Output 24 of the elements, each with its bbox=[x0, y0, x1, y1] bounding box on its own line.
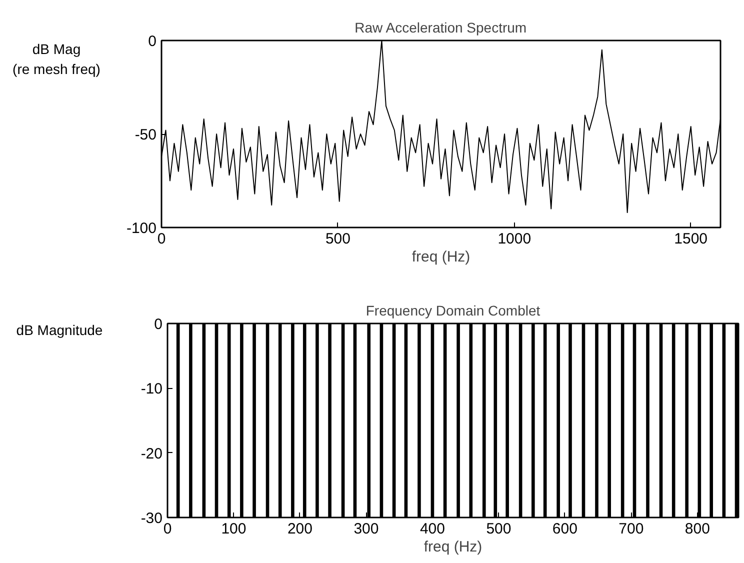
x-tick-label: 500 bbox=[325, 230, 350, 248]
y-tick-label: 0 bbox=[148, 33, 156, 50]
x-tick-label: 1000 bbox=[498, 230, 532, 248]
x-tick-label: 1500 bbox=[674, 230, 708, 248]
y-tick-label: -10 bbox=[140, 380, 163, 398]
x-tick-label: 700 bbox=[618, 520, 644, 538]
x-tick-label: 300 bbox=[354, 520, 379, 538]
x-tick-label: 200 bbox=[287, 520, 312, 538]
x-axis-title: freq (Hz) bbox=[424, 538, 482, 556]
x-tick-label: 100 bbox=[221, 520, 246, 538]
y-tick-label: -100 bbox=[126, 220, 157, 237]
y-tick-label: -30 bbox=[140, 510, 163, 527]
chart-title: Frequency Domain Comblet bbox=[366, 302, 540, 318]
y-tick-label: 0 bbox=[154, 316, 162, 333]
x-axis-title: freq (Hz) bbox=[412, 248, 470, 266]
y-axis-title: dB Mag (re mesh freq) bbox=[12, 40, 100, 79]
x-tick-label: 800 bbox=[684, 520, 710, 538]
y-tick-label: -20 bbox=[140, 445, 163, 462]
chart-title: Raw Acceleration Spectrum bbox=[354, 20, 527, 36]
x-tick-label: 500 bbox=[486, 520, 512, 538]
y-axis-title: dB Magnitude bbox=[16, 321, 103, 340]
y-tick-label: -50 bbox=[134, 126, 157, 144]
x-tick-label: 600 bbox=[552, 520, 578, 538]
x-tick-label: 400 bbox=[420, 520, 445, 538]
